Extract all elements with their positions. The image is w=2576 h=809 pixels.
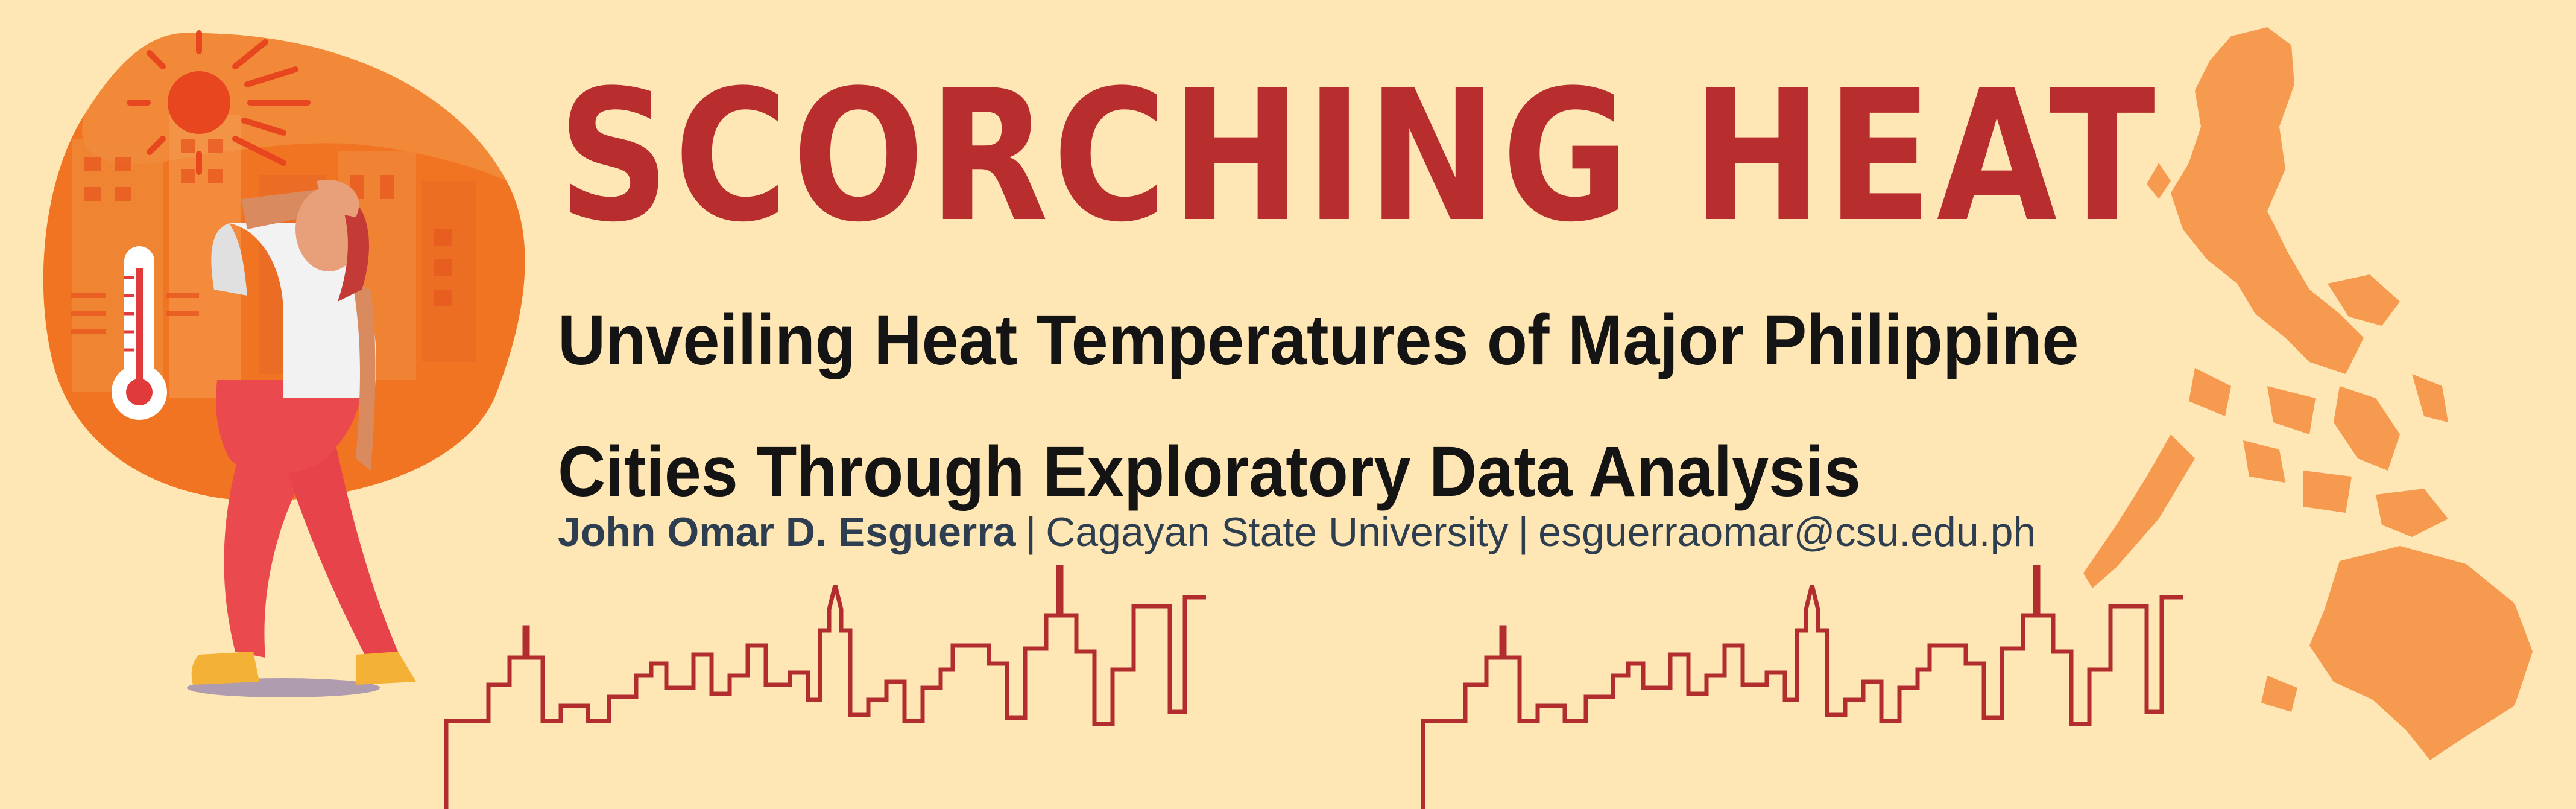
institution-name: Cagayan State University [1046, 509, 1509, 555]
philippines-map-icon [2083, 27, 2533, 760]
sun-icon [127, 30, 311, 175]
city-skyline [444, 565, 2183, 809]
subtitle-line-1: Unveiling Heat Temperatures of Major Phi… [558, 300, 2079, 380]
byline: John Omar D. Esguerra | Cagayan State Univ… [558, 508, 2036, 557]
banner-title: SCORCHING HEAT [558, 51, 2160, 262]
woman-illustration [187, 180, 416, 697]
byline-separator: | [1025, 509, 1037, 555]
subtitle-line-2: Cities Through Exploratory Data Analysis [558, 432, 1861, 512]
banner-subtitle: Unveiling Heat Temperatures of Major Phi… [558, 274, 2079, 538]
thermometer-icon [112, 246, 167, 420]
email-address: esguerraomar@csu.edu.ph [1538, 509, 2036, 555]
author-name: John Omar D. Esguerra [558, 509, 1016, 555]
byline-separator: | [1518, 509, 1529, 555]
heat-lines [71, 293, 199, 334]
